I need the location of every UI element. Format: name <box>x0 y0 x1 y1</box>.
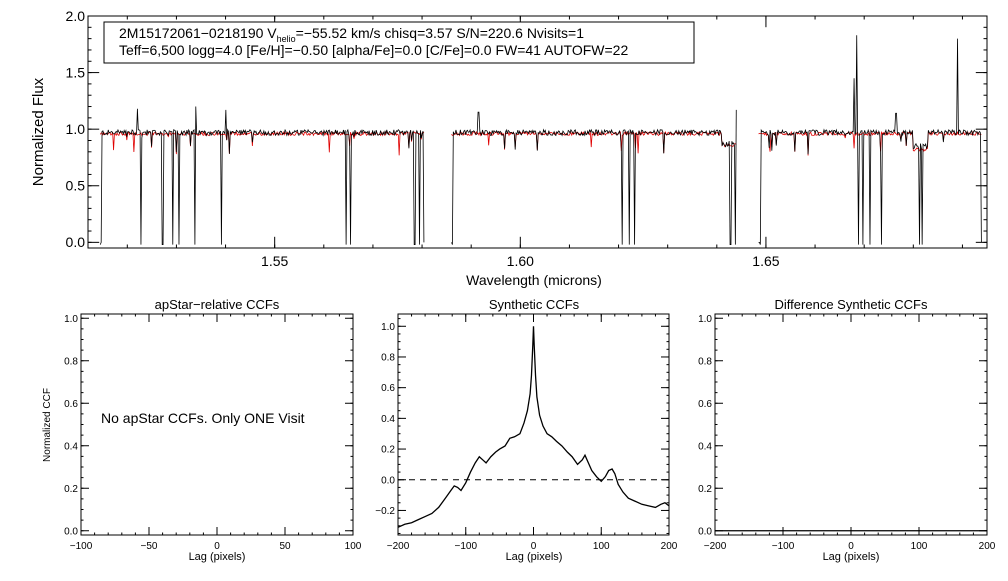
y-tick-label: 1.0 <box>698 314 712 325</box>
y-tick-label: 0.2 <box>64 484 78 495</box>
difference-title: Difference Synthetic CCFs <box>775 297 928 312</box>
difference-frame <box>714 313 988 536</box>
y-tick-label: 2.0 <box>66 8 86 24</box>
synthetic-title: Synthetic CCFs <box>489 297 580 312</box>
x-tick-label: 50 <box>279 541 291 552</box>
synthetic-ccf-line <box>397 326 670 528</box>
synthetic-xlabel: Lag (pixels) <box>506 551 563 563</box>
y-tick-label: 0.6 <box>64 399 78 410</box>
x-tick-label: 1.55 <box>261 253 288 269</box>
y-tick-label: 0.5 <box>66 178 86 194</box>
y-tick-label: 1.0 <box>66 121 86 137</box>
x-tick-label: −200 <box>387 541 410 552</box>
synthetic-ccf-panel: −200 −100 0 100 200 −0.2 0.0 0.2 0.4 0.6 0.8 1.0 Sy… <box>375 297 678 563</box>
spectrum-panel: 1.55 1.60 1.65 0.0 0.5 1.0 1.5 2.0 2M15172061−0… <box>30 8 988 288</box>
y-tick-label: 0.0 <box>66 234 86 250</box>
y-tick-label: 1.0 <box>64 314 78 325</box>
apstar-ylabel: Normalized CCF <box>42 388 53 462</box>
x-tick-label: 200 <box>661 541 678 552</box>
y-tick-label: 0.4 <box>381 414 395 425</box>
spectrum-ylabel: Normalized Flux <box>30 77 47 186</box>
difference-ccf-panel: −200 −100 0 100 200 0.0 0.2 0.4 0.6 0.8 1.0 Differ… <box>698 297 996 563</box>
y-tick-label: 1.0 <box>381 322 395 333</box>
difference-ticks: −200 −100 0 100 200 0.0 0.2 0.4 0.6 0.8 1.0 <box>698 314 996 552</box>
x-tick-label: −50 <box>141 541 158 552</box>
annotation-line-1: 2M15172061−0218190 Vhelio=−55.52 km/s ch… <box>119 25 584 44</box>
y-tick-label: 0.8 <box>64 356 78 367</box>
y-tick-label: 0.0 <box>64 526 78 537</box>
spectrum-model-line <box>99 130 982 156</box>
x-tick-label: 1.60 <box>507 253 534 269</box>
spectrum-frame <box>87 15 988 249</box>
apstar-ccf-panel: −100 −50 0 50 100 0.0 0.2 0.4 0.6 0.8 1.0 apStar−r… <box>42 297 362 563</box>
y-tick-label: 0.2 <box>698 484 712 495</box>
y-tick-label: 0.0 <box>381 475 395 486</box>
y-tick-label: 0.8 <box>698 356 712 367</box>
x-tick-label: 0 <box>531 541 537 552</box>
x-tick-label: −100 <box>772 541 795 552</box>
y-tick-label: −0.2 <box>375 506 395 517</box>
x-tick-label: −100 <box>454 541 477 552</box>
x-tick-label: 100 <box>345 541 362 552</box>
spectrum-observed-line <box>99 35 982 245</box>
y-tick-label: 0.4 <box>698 441 712 452</box>
y-tick-label: 0.6 <box>698 399 712 410</box>
apstar-message: No apStar CCFs. Only ONE Visit <box>101 410 305 426</box>
synthetic-frame <box>397 313 670 536</box>
x-tick-label: 1.65 <box>752 253 779 269</box>
y-tick-label: 0.8 <box>381 352 395 363</box>
x-tick-label: 100 <box>911 541 928 552</box>
spectrum-ticks: 1.55 1.60 1.65 0.0 0.5 1.0 1.5 2.0 <box>66 8 987 269</box>
y-tick-label: 0.0 <box>698 526 712 537</box>
y-tick-label: 1.5 <box>66 64 86 80</box>
difference-xlabel: Lag (pixels) <box>823 551 880 563</box>
spectrum-annotation-box <box>103 21 695 64</box>
x-tick-label: 100 <box>593 541 610 552</box>
apstar-ticks: −100 −50 0 50 100 0.0 0.2 0.4 0.6 0.8 1.0 <box>64 314 362 552</box>
x-tick-label: −100 <box>70 541 93 552</box>
apstar-xlabel: Lag (pixels) <box>189 551 246 563</box>
y-tick-label: 0.6 <box>381 383 395 394</box>
y-tick-label: 0.2 <box>381 445 395 456</box>
x-tick-label: 0 <box>214 541 220 552</box>
synthetic-ticks: −200 −100 0 100 200 −0.2 0.0 0.2 0.4 0.6 0.8 1.0 <box>375 314 678 552</box>
annotation-line-2: Teff=6,500 logg=4.0 [Fe/H]=−0.50 [alpha/… <box>119 42 628 58</box>
x-tick-label: −200 <box>704 541 727 552</box>
x-tick-label: 0 <box>848 541 854 552</box>
apstar-title: apStar−relative CCFs <box>155 297 280 312</box>
y-tick-label: 0.4 <box>64 441 78 452</box>
spectrum-xlabel: Wavelength (microns) <box>466 272 602 288</box>
x-tick-label: 200 <box>979 541 996 552</box>
